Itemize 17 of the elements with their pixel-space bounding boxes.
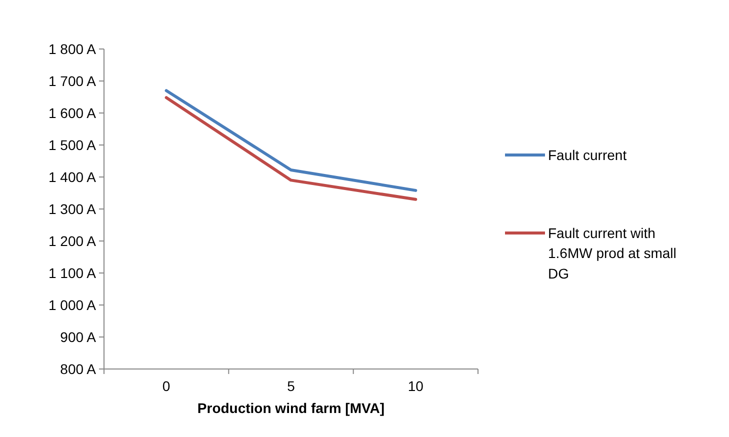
y-tick-label: 1 700 A <box>48 72 97 89</box>
x-tick-label: 5 <box>287 378 296 394</box>
y-tick-label: 1 200 A <box>48 232 97 249</box>
y-tick-label: 1 000 A <box>48 296 97 313</box>
x-axis-title: Production wind farm [MVA] <box>197 400 385 416</box>
legend-label: Fault current <box>548 146 627 163</box>
x-tick-label: 0 <box>162 378 170 394</box>
y-tick-label: 800 A <box>60 360 97 377</box>
y-tick-label: 1 800 A <box>48 40 97 57</box>
y-tick-label: 1 600 A <box>48 104 97 121</box>
y-tick-label: 1 100 A <box>48 264 97 281</box>
x-tick-label: 10 <box>408 378 424 394</box>
legend-label: Fault current with 1.6MW prod at small DG <box>548 224 676 282</box>
y-tick-label: 1 500 A <box>48 136 97 153</box>
y-tick-label: 1 300 A <box>48 200 97 217</box>
y-tick-label: 1 400 A <box>48 168 97 185</box>
y-tick-label: 900 A <box>60 328 97 345</box>
